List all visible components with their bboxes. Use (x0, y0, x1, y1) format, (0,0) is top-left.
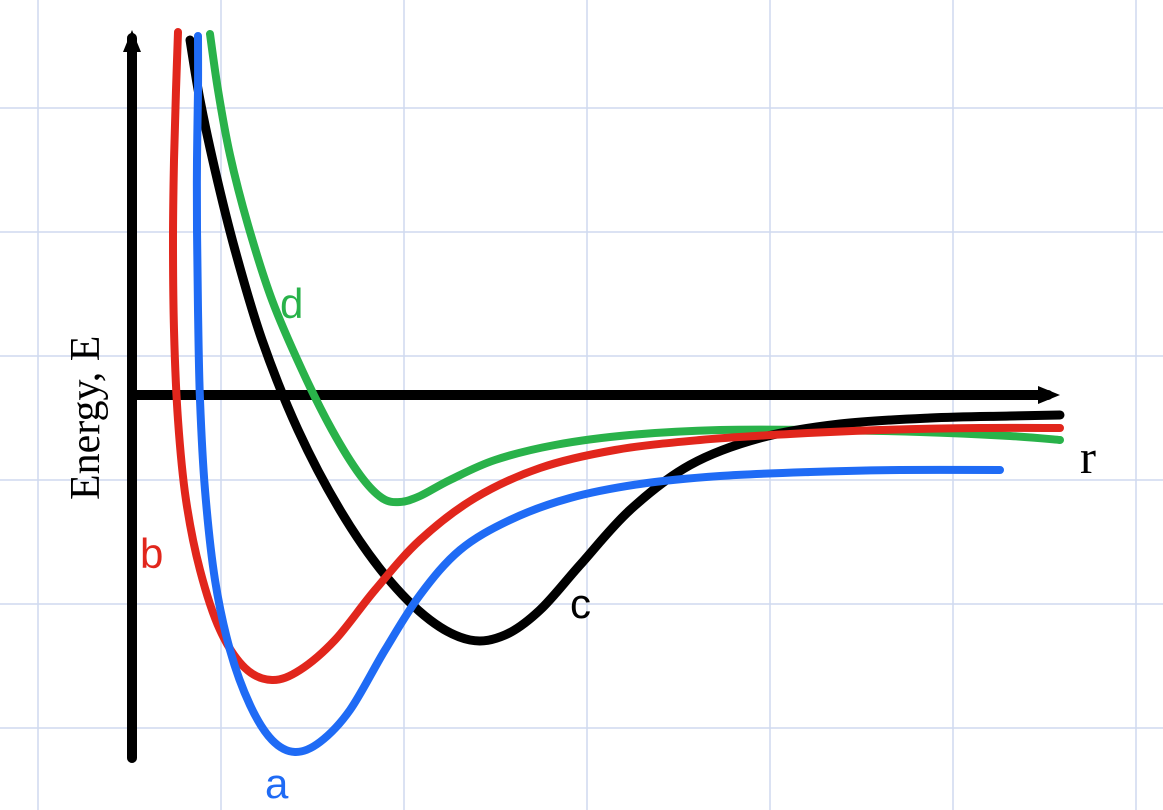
y-axis-label: Energy, E (62, 336, 110, 500)
curve-a-label: a (265, 760, 288, 808)
curve-c-label: c (570, 580, 591, 628)
curve-d-label: d (280, 280, 303, 328)
axes-layer (123, 30, 1060, 758)
chart-stage: Energy, E r a b c d (0, 0, 1163, 810)
x-axis-label: r (1080, 430, 1096, 485)
curve-b-label: b (140, 530, 163, 578)
chart-svg (0, 0, 1163, 810)
curve-c_black (190, 40, 1060, 641)
